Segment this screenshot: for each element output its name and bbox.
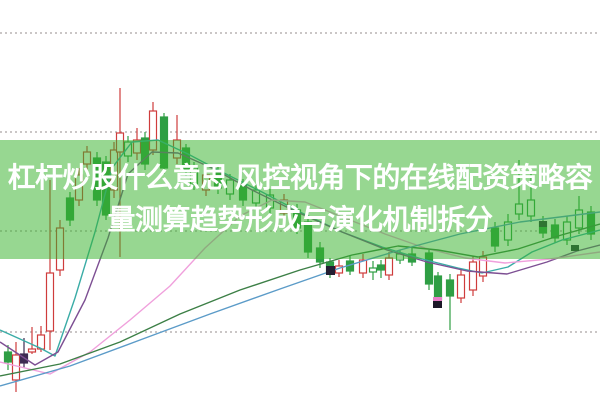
candlestick-chart — [0, 32, 600, 392]
article-cover: 杠杆炒股什么意思 风控视角下的在线配资策略容 量测算趋势形成与演化机制拆分 — [0, 32, 600, 392]
